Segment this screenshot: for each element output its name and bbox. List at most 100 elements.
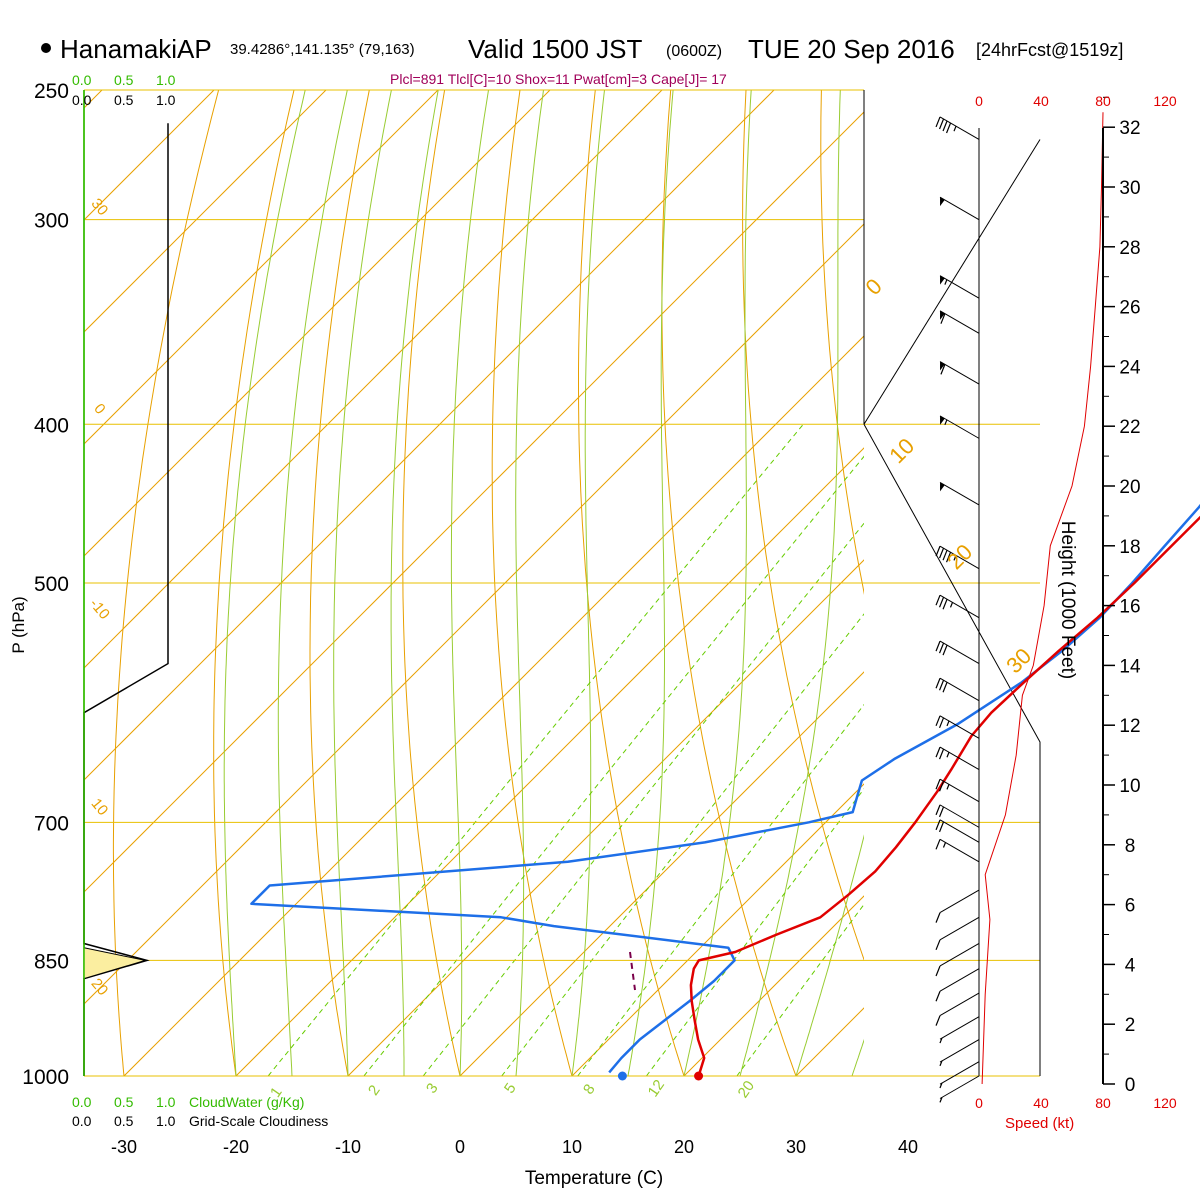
mixing-ratio-label: 12 [645,1077,668,1100]
dry-adiabat-line [742,90,864,962]
wind-barb [939,481,980,506]
speed-tick-top-3: 120 [1153,93,1177,109]
mixing-ratio-line [501,613,864,1076]
isotherm-label: -10 [86,595,113,623]
dry-adiabat-line [578,90,685,1076]
wind-barb-staff [939,275,980,299]
wind-barb-staff [939,310,980,334]
wind-barb [935,746,980,771]
wind-barb-half [953,555,957,561]
dewpoint-profile-line [250,503,1200,1074]
speed-tick-top-1: 40 [1033,93,1049,109]
mixing-ratio-line [577,703,864,1076]
cloudiness-tick-1: 0.5 [114,92,134,108]
dry-adiabat-line [402,90,461,1076]
moist-adiabat-line [627,90,674,1076]
wind-barb [935,804,980,828]
wind-barb-full [938,118,945,130]
y-axis-title: P (hPa) [9,596,28,653]
wind-barb-staff [939,1061,980,1085]
dry-adiabat-line [661,90,797,1076]
wind-barb-full [938,597,945,608]
height-tick-label: 20 [1119,477,1140,498]
wind-barb [939,1061,980,1089]
wind-barb-full [945,551,952,563]
wind-barb [935,640,980,665]
wind-barb-full [942,599,948,610]
wind-barb-staff [939,916,980,941]
wind-barb-staff [939,715,980,739]
wind-barb-staff [939,889,980,914]
height-tick-label: 12 [1119,716,1140,737]
surface-dewpoint-point [617,1071,627,1081]
valid-date: TUE 20 Sep 2016 [748,34,955,64]
pressure-tick-label: 500 [34,573,69,596]
cloudwater-tick-1: 0.5 [114,72,134,88]
speed-tick-top-0: 0 [975,93,983,109]
moist-adiabat-line [739,90,841,1076]
cloudiness-tick-2: 1.0 [156,92,176,108]
tropo-divider-line [863,139,1041,425]
wind-barb-staff [939,415,980,439]
dry-adiabat-line [820,90,864,596]
wind-barb-half [944,419,948,426]
wind-barb-full [940,313,946,324]
wind-barb [939,361,980,385]
wind-barb [939,1016,980,1044]
speed-tick-bottom-0: 0 [975,1095,983,1111]
moist-adiabat-line [683,90,752,1076]
wind-barb-full [938,642,945,654]
wind-barb-staff [939,1039,980,1063]
wind-barb [939,1075,980,1103]
wind-barb-full [935,715,941,727]
mixing-ratio-label: 20 [735,1078,758,1101]
height-tick-label: 14 [1119,656,1141,677]
wind-barb-half [953,125,957,132]
valid-label: Valid 1500 JST [468,34,643,64]
wind-barb-staff [939,968,980,992]
wind-barb [935,968,980,1002]
wind-barb-staff [939,677,980,702]
wind-barb-staff [939,778,980,803]
speed-axis-label: Speed (kt) [1005,1115,1074,1132]
isotherm-line [1020,90,1200,1076]
temperature-profile-line [689,515,1200,1077]
wind-barb [939,275,980,299]
wind-barb [935,889,980,923]
wind-barb-full [938,781,945,792]
wind-barb-full [935,640,941,652]
valid-z: (0600Z) [666,43,722,60]
moist-adiabat-line [277,90,348,1076]
dry-adiabat-line [213,90,295,1076]
x-tick-label: 40 [898,1137,918,1157]
wind-barb-full [935,778,941,790]
wind-barb-staff [939,838,980,863]
station-coords: 39.4286°,141.135° (79,163) [230,41,415,58]
height-tick-label: 4 [1125,955,1136,976]
height-tick-label: 28 [1119,238,1140,259]
wind-barb-full [935,991,941,1002]
height-tick-label: 8 [1125,836,1136,857]
wind-barb-staff [939,196,980,221]
moist-adiabat-line [390,90,439,1076]
wind-barb [939,415,980,439]
wind-barb [935,992,980,1026]
grid-lines [84,90,1200,1076]
mixing-ratio-line [422,522,864,1076]
wind-barb-staff [939,1016,980,1040]
wind-barb-full [938,821,945,833]
height-tick-label: 30 [1119,178,1140,199]
wind-barb-half [946,752,950,758]
wind-barb-half [942,842,947,848]
wind-barb-full [942,549,948,561]
dry-adiabat-line [309,90,370,1076]
height-tick-label: 2 [1125,1015,1136,1036]
mixing-ratio-line [267,423,804,1076]
wind-panel [935,112,1104,1103]
pressure-tick-label: 400 [34,414,69,437]
wind-barb-full [935,746,941,758]
wind-barb-staff [939,545,980,570]
moist-adiabat-line [571,90,605,1076]
isotherm-line [84,90,551,557]
